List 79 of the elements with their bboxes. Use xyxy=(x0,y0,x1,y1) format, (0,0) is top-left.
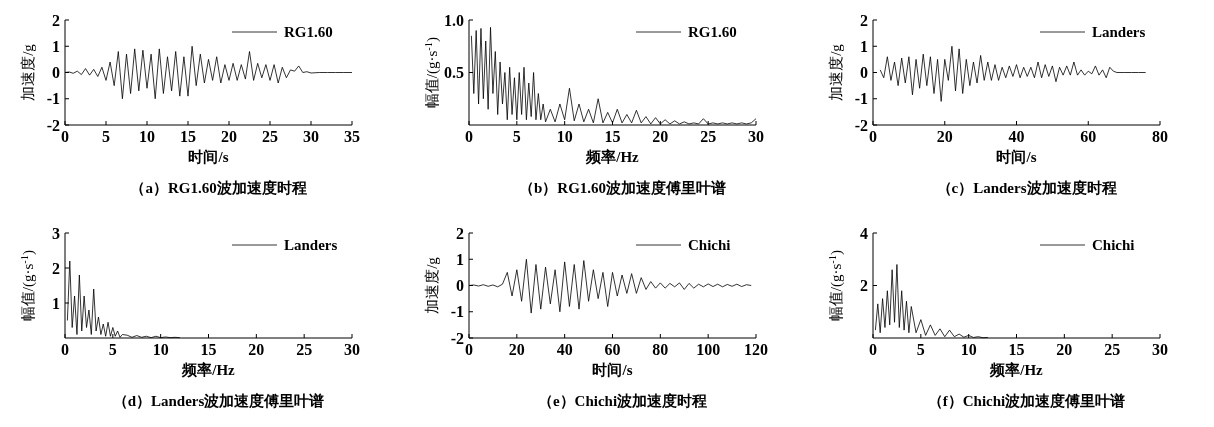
y-tick-label: 1 xyxy=(52,294,60,312)
x-tick-label: 5 xyxy=(916,341,925,358)
x-tick-label: 10 xyxy=(139,128,155,145)
y-tick-label: 1 xyxy=(456,250,464,268)
x-axis-title: 时间/s xyxy=(188,149,229,165)
y-tick-label: 0 xyxy=(860,64,868,82)
y-tick-label: 0 xyxy=(52,64,60,82)
y-tick-label: -1 xyxy=(46,90,60,108)
x-tick-label: 15 xyxy=(604,128,621,145)
x-tick-label: 30 xyxy=(1152,341,1168,358)
y-tick-label: 1 xyxy=(52,37,60,55)
legend-label: RG1.60 xyxy=(284,24,333,41)
y-axis-title: 加速度/g xyxy=(424,256,440,314)
x-tick-label: 30 xyxy=(344,341,360,358)
x-tick-label: 35 xyxy=(344,128,360,145)
text: （e）Chichi波加速度时程 xyxy=(537,392,708,409)
y-tick-label: 2 xyxy=(860,11,868,29)
text: （b）RG1.60波加速度傅里叶谱 xyxy=(518,179,727,196)
y-tick-label: -2 xyxy=(854,116,868,134)
x-tick-label: 20 xyxy=(221,128,237,145)
x-tick-label: 10 xyxy=(152,341,169,358)
x-tick-label: 5 xyxy=(108,341,117,358)
x-tick-label: 15 xyxy=(200,341,217,358)
legend-label: Chichi xyxy=(1092,237,1135,254)
x-tick-label: 60 xyxy=(1080,128,1097,145)
legend-label: RG1.60 xyxy=(688,24,737,41)
x-tick-label: 20 xyxy=(1056,341,1073,358)
x-tick-label: 5 xyxy=(102,128,110,145)
x-tick-label: 20 xyxy=(508,341,525,358)
x-tick-label: 25 xyxy=(700,128,717,145)
x-tick-label: 25 xyxy=(262,128,278,145)
text: （d）Landers波加速度傅里叶谱 xyxy=(112,392,325,409)
x-tick-label: 40 xyxy=(556,341,573,358)
text: （a）RG1.60波加速度时程 xyxy=(130,179,307,196)
x-tick-label: 25 xyxy=(1104,341,1121,358)
x-tick-label: 100 xyxy=(696,341,721,358)
text: （c）Landers波加速度时程 xyxy=(936,179,1117,196)
legend-label: Landers xyxy=(1092,24,1146,41)
x-tick-label: 5 xyxy=(512,128,521,145)
x-axis-title: 时间/s xyxy=(996,149,1037,165)
x-tick-label: 20 xyxy=(248,341,265,358)
x-tick-label: 15 xyxy=(180,128,196,145)
y-tick-label: 2 xyxy=(456,224,464,242)
y-tick-label: 3 xyxy=(52,224,60,242)
y-tick-label: -2 xyxy=(450,329,464,347)
x-tick-label: 60 xyxy=(604,341,621,358)
x-axis-title: 频率/Hz xyxy=(989,361,1044,378)
x-axis-title: 频率/Hz xyxy=(585,148,640,165)
x-tick-label: 80 xyxy=(1152,128,1168,145)
x-tick-label: 80 xyxy=(652,341,669,358)
x-axis-title: 时间/s xyxy=(592,362,633,378)
y-axis-title: 加速度/g xyxy=(828,43,844,101)
y-tick-label: 2 xyxy=(52,11,60,29)
x-tick-label: 20 xyxy=(936,128,953,145)
x-tick-label: 15 xyxy=(1008,341,1025,358)
x-tick-label: 40 xyxy=(1008,128,1025,145)
legend-label: Landers xyxy=(284,237,338,254)
y-tick-label: 1.0 xyxy=(444,11,464,29)
y-axis-title: 加速度/g xyxy=(20,43,36,101)
y-tick-label: 0.5 xyxy=(444,64,464,82)
x-tick-label: 20 xyxy=(652,128,669,145)
y-tick-label: -1 xyxy=(854,90,868,108)
y-tick-label: -2 xyxy=(46,116,60,134)
y-tick-label: 2 xyxy=(52,259,60,277)
x-tick-label: 10 xyxy=(960,341,977,358)
x-tick-label: 30 xyxy=(303,128,319,145)
line-series xyxy=(879,45,1147,102)
x-tick-label: 25 xyxy=(296,341,313,358)
y-tick-label: 4 xyxy=(860,224,868,242)
legend-label: Chichi xyxy=(688,237,731,254)
y-tick-label: -1 xyxy=(450,303,464,321)
text: （f）Chichi波加速度傅里叶谱 xyxy=(927,392,1126,409)
x-tick-label: 120 xyxy=(744,341,768,358)
x-tick-label: 10 xyxy=(556,128,573,145)
y-tick-label: 1 xyxy=(860,37,868,55)
x-tick-label: 30 xyxy=(748,128,764,145)
y-tick-label: 2 xyxy=(860,277,868,295)
y-tick-label: 0 xyxy=(456,277,464,295)
x-axis-title: 频率/Hz xyxy=(181,361,236,378)
